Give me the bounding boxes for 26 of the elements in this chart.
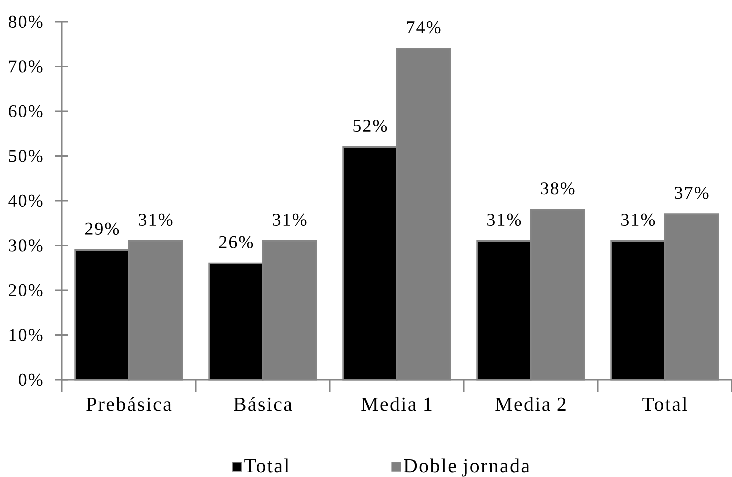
data-label: 38%	[541, 182, 575, 195]
x-tick-label: Básica	[234, 397, 292, 412]
legend-label: Doble jornada	[404, 458, 530, 477]
data-label: 31%	[488, 214, 522, 226]
x-tick-label: Total	[642, 397, 688, 412]
y-tick-label: 40%	[8, 194, 43, 208]
data-label: 26%	[219, 236, 254, 248]
x-tick-label: Media 1	[362, 397, 432, 412]
x-tick-label: Media 2	[496, 397, 566, 412]
y-tick-label: 30%	[9, 240, 43, 252]
y-tick-label: 60%	[9, 105, 43, 118]
y-tick-label: 10%	[10, 329, 43, 342]
data-label: 52%	[354, 120, 388, 132]
y-tick-label: 70%	[9, 60, 43, 73]
data-label: 74%	[407, 21, 441, 34]
data-label: 37%	[675, 187, 709, 200]
y-tick-label: 50%	[9, 150, 43, 162]
data-label: 31%	[139, 214, 173, 226]
x-tick-label: Prebásica	[86, 397, 172, 412]
y-tick-label: 20%	[9, 284, 43, 297]
legend-label: Total	[244, 458, 290, 473]
data-label: 31%	[273, 214, 307, 226]
data-label: 31%	[622, 214, 656, 226]
y-tick-label: 80%	[8, 16, 43, 28]
data-label: 29%	[85, 222, 120, 236]
y-tick-label: 0%	[19, 374, 43, 386]
